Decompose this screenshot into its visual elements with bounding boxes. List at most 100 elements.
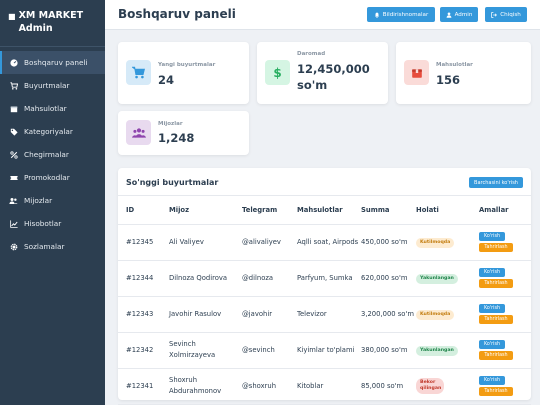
edit-order-button[interactable]: Tahrirlash <box>479 386 513 396</box>
stat-value: 24 <box>158 73 175 87</box>
sidebar-item-label: Chegirmalar <box>24 150 69 159</box>
order-status-cell: Yakunlangan <box>416 260 479 297</box>
stat-card-products: Mahsulotlar 156 <box>396 42 531 104</box>
main-content: Boshqaruv paneli Bildirishnomalar Admin … <box>105 0 540 405</box>
sidebar-item-label: Kategoriyalar <box>24 127 73 136</box>
admin-button[interactable]: Admin <box>440 7 478 22</box>
bell-icon <box>374 12 379 18</box>
cart-icon <box>126 60 151 85</box>
view-order-button[interactable]: Ko'rish <box>479 268 505 278</box>
order-telegram: @javohir <box>242 296 297 333</box>
order-id: #12343 <box>118 296 169 333</box>
view-order-button[interactable]: Ko'rish <box>479 232 505 242</box>
order-products: Aqlli soat, Airpods <box>297 224 361 261</box>
dashboard-icon <box>9 58 18 67</box>
order-actions: Ko'rish Tahrirlash <box>479 332 531 369</box>
order-customer: Dilnoza Qodirova <box>169 260 242 297</box>
orders-table: ID Mijoz Telegram Mahsulotlar Summa Hola… <box>118 196 531 405</box>
stat-label: Yangi buyurtmalar <box>158 62 216 68</box>
order-products: Kiyimlar to'plami <box>297 332 361 369</box>
user-icon <box>446 11 451 18</box>
column-header-sum[interactable]: Summa <box>361 196 416 225</box>
order-actions: Ko'rish Tahrirlash <box>479 296 531 333</box>
view-all-button[interactable]: Barchasini ko'rish <box>469 177 523 188</box>
cart-icon <box>9 81 18 90</box>
sidebar-item-promocodes[interactable]: Promokodlar <box>0 166 105 189</box>
tag-icon <box>9 127 18 136</box>
column-header-customer[interactable]: Mijoz <box>169 196 242 225</box>
edit-order-button[interactable]: Tahrirlash <box>479 314 513 324</box>
sidebar-nav: Boshqaruv paneli Buyurtmalar Mahsulotlar… <box>0 51 105 258</box>
order-telegram: @alivaliyev <box>242 224 297 261</box>
top-header: Boshqaruv paneli Bildirishnomalar Admin … <box>105 0 540 30</box>
sidebar-item-discounts[interactable]: Chegirmalar <box>0 143 105 166</box>
column-header-actions[interactable]: Amallar <box>479 196 531 225</box>
view-order-button[interactable]: Ko'rish <box>479 376 505 386</box>
order-telegram: @sevinch <box>242 332 297 369</box>
users-icon <box>9 196 18 205</box>
order-status-cell: Bekor qilingan <box>416 368 479 405</box>
order-customer: Ali Valiyev <box>169 224 242 261</box>
store-icon: ■ <box>8 12 16 21</box>
column-header-status[interactable]: Holati <box>416 196 479 225</box>
order-customer: Javohir Rasulov <box>169 296 242 333</box>
sidebar-item-reports[interactable]: Hisobotlar <box>0 212 105 235</box>
order-status-cell: Kutilmoqda <box>416 224 479 261</box>
users-icon <box>126 120 151 145</box>
order-customer: Sevinch Xolmirzayeva <box>169 332 242 369</box>
status-badge: Kutilmoqda <box>416 310 455 320</box>
sidebar-item-label: Buyurtmalar <box>24 81 70 90</box>
column-header-products[interactable]: Mahsulotlar <box>297 196 361 225</box>
table-row: #12345 Ali Valiyev @alivaliyev Aqlli soa… <box>118 224 531 261</box>
admin-label: Admin <box>454 11 473 18</box>
table-row: #12341 Shoxruh Abdurahmonov @shoxruh Kit… <box>118 368 531 405</box>
stat-label: Mahsulotlar <box>436 62 473 68</box>
column-header-telegram[interactable]: Telegram <box>242 196 297 225</box>
order-telegram: @shoxruh <box>242 368 297 405</box>
status-badge: Yakunlangan <box>416 274 458 284</box>
stat-label: Daromad <box>297 51 326 57</box>
order-id: #12345 <box>118 224 169 261</box>
stat-card-new-orders: Yangi buyurtmalar 24 <box>118 42 249 104</box>
view-order-button[interactable]: Ko'rish <box>479 340 505 350</box>
edit-order-button[interactable]: Tahrirlash <box>479 350 513 360</box>
sidebar-item-customers[interactable]: Mijozlar <box>0 189 105 212</box>
sidebar-item-products[interactable]: Mahsulotlar <box>0 97 105 120</box>
order-products: Televizor <box>297 296 361 333</box>
sidebar-item-dashboard[interactable]: Boshqaruv paneli <box>0 51 105 74</box>
sidebar-item-settings[interactable]: Sozlamalar <box>0 235 105 258</box>
brand-name: XM MARKET <box>18 10 84 21</box>
chart-icon <box>9 219 18 228</box>
order-status-cell: Kutilmoqda <box>416 296 479 333</box>
sidebar-item-label: Boshqaruv paneli <box>24 58 88 67</box>
notifications-label: Bildirishnomalar <box>382 11 429 18</box>
status-badge: Yakunlangan <box>416 346 458 356</box>
stat-label: Mijozlar <box>158 121 183 127</box>
view-order-button[interactable]: Ko'rish <box>479 304 505 314</box>
order-sum: 3,200,000 so'm <box>361 296 416 333</box>
table-header-row: ID Mijoz Telegram Mahsulotlar Summa Hola… <box>118 196 531 225</box>
logout-button[interactable]: Chiqish <box>485 7 527 22</box>
edit-order-button[interactable]: Tahrirlash <box>479 278 513 288</box>
order-sum: 380,000 so'm <box>361 332 416 369</box>
box-icon <box>9 104 18 113</box>
table-row: #12342 Sevinch Xolmirzayeva @sevinch Kiy… <box>118 332 531 369</box>
column-header-id[interactable]: ID <box>118 196 169 225</box>
stat-value: 12,450,000 so'm <box>297 62 370 92</box>
sidebar-item-categories[interactable]: Kategoriyalar <box>0 120 105 143</box>
order-sum: 450,000 so'm <box>361 224 416 261</box>
percent-icon <box>9 150 18 159</box>
sidebar-item-label: Promokodlar <box>24 173 70 182</box>
recent-orders-title: So'nggi buyurtmalar <box>126 178 219 187</box>
order-customer: Shoxruh Abdurahmonov <box>169 368 242 405</box>
order-id: #12344 <box>118 260 169 297</box>
page-title: Boshqaruv paneli <box>118 7 236 21</box>
edit-order-button[interactable]: Tahrirlash <box>479 242 513 252</box>
box-icon <box>404 60 429 85</box>
table-row: #12344 Dilnoza Qodirova @dilnoza Parfyum… <box>118 260 531 297</box>
brand-subtitle: Admin <box>18 23 53 34</box>
sidebar-item-orders[interactable]: Buyurtmalar <box>0 74 105 97</box>
sidebar-item-label: Hisobotlar <box>24 219 62 228</box>
notifications-button[interactable]: Bildirishnomalar <box>367 7 435 22</box>
card-divider <box>118 195 531 196</box>
